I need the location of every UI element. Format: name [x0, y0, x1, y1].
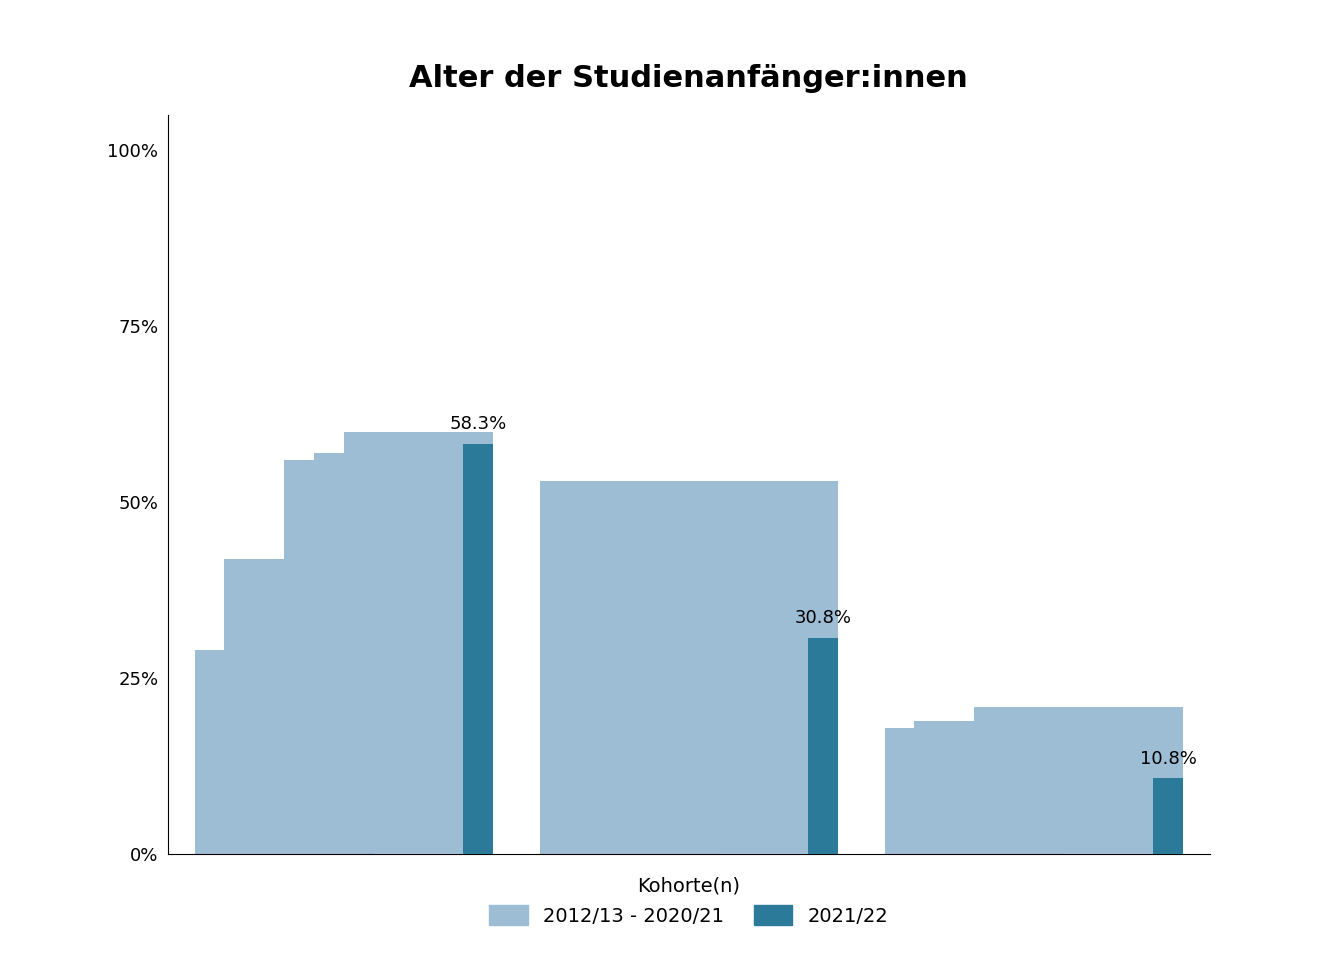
Bar [1034, 770, 1183, 854]
Bar [659, 618, 839, 854]
Bar [374, 436, 493, 854]
Bar [344, 432, 493, 854]
Bar [403, 436, 493, 854]
Bar [1153, 779, 1183, 854]
Bar [1004, 777, 1183, 854]
Bar [629, 608, 839, 854]
Bar [689, 622, 839, 854]
Bar [539, 481, 839, 854]
Bar [945, 721, 1183, 854]
Bar [224, 559, 493, 854]
Text: 10.8%: 10.8% [1140, 750, 1196, 768]
Bar [914, 721, 1183, 854]
Bar [599, 587, 839, 854]
Bar [1094, 766, 1183, 854]
Text: 58.3%: 58.3% [449, 416, 507, 433]
Bar [719, 633, 839, 854]
Bar [1124, 766, 1183, 854]
Title: Alter der Studienanfänger:innen: Alter der Studienanfänger:innen [410, 64, 968, 93]
Bar [1063, 770, 1183, 854]
Bar [464, 444, 493, 854]
Bar [314, 453, 493, 854]
Bar [433, 439, 493, 854]
Bar [284, 460, 493, 854]
Legend: 2012/13 - 2020/21, 2021/22: 2012/13 - 2020/21, 2021/22 [481, 869, 896, 933]
Bar [254, 565, 493, 854]
Bar [778, 636, 839, 854]
Text: 30.8%: 30.8% [794, 609, 852, 627]
Bar [570, 584, 839, 854]
Bar [749, 636, 839, 854]
Bar [808, 637, 839, 854]
Bar [884, 728, 1183, 854]
Bar [974, 707, 1183, 854]
Bar [195, 650, 493, 854]
